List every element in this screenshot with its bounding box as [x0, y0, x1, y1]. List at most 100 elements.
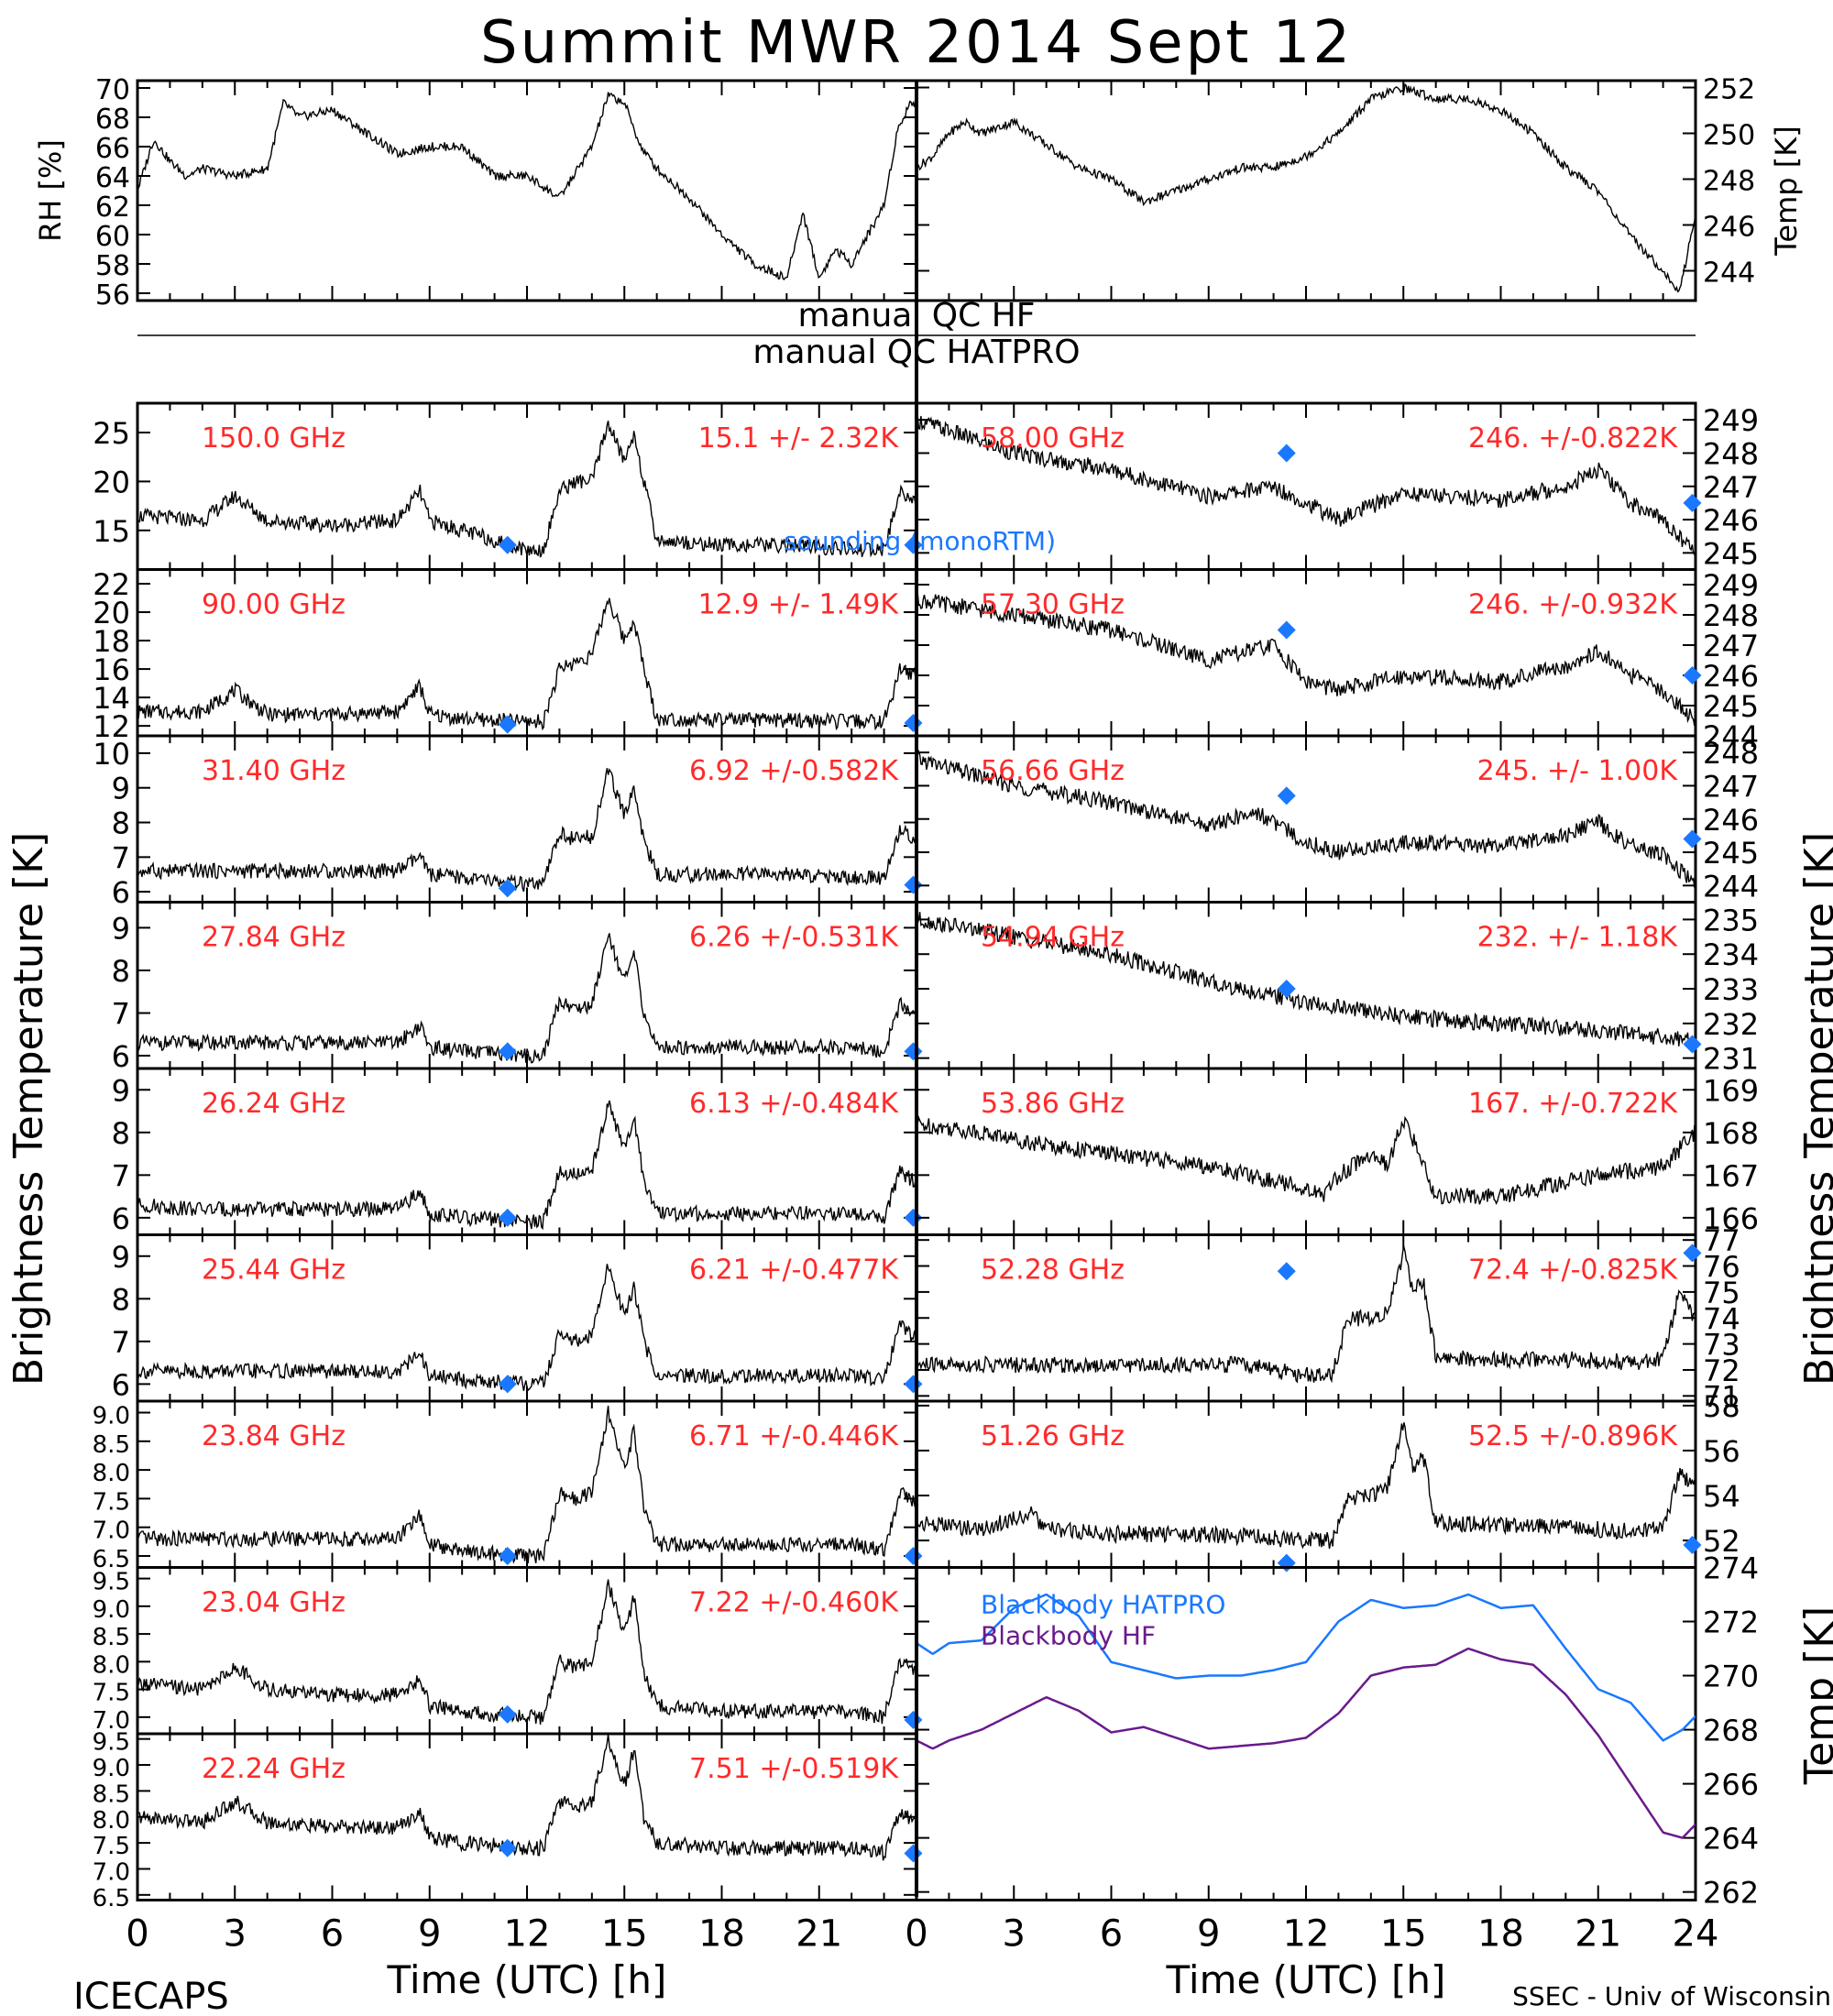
y-tick-label: 246: [1703, 659, 1759, 694]
footer-left: ICECAPS: [73, 1976, 229, 2016]
y-tick-label: 12: [93, 709, 130, 744]
sounding-marker: [498, 1375, 517, 1394]
channel-stats: 6.26 +/-0.531K: [689, 922, 899, 954]
sounding-marker: [904, 1844, 923, 1863]
sounding-marker: [498, 879, 517, 898]
y-tick-label: 18: [93, 624, 130, 659]
sounding-marker: [498, 1208, 517, 1227]
x-tick-label: 0: [126, 1913, 148, 1956]
y-tick-label: 6: [112, 1367, 130, 1402]
channel-stats: 72.4 +/-0.825K: [1468, 1255, 1678, 1287]
y-tick-label: 252: [1703, 74, 1755, 106]
x-tick-label: 21: [1575, 1913, 1621, 1956]
channel-label: 52.28 GHz: [981, 1255, 1125, 1287]
y-tick-label: 9.5: [93, 1569, 130, 1596]
right-axis-title: Brightness Temperature [K]: [1796, 832, 1833, 1386]
y-tick-label: 249: [1703, 568, 1759, 603]
x-tick-label: 6: [321, 1913, 344, 1956]
x-tick-label: 9: [1197, 1913, 1220, 1956]
y-tick-label: 244: [1703, 257, 1755, 290]
x-tick-label: 15: [601, 1913, 648, 1956]
x-tick-label: 15: [1380, 1913, 1427, 1956]
y-tick-label: 246: [1703, 503, 1759, 538]
y-tick-label: 64: [95, 162, 130, 194]
channel-stats: 15.1 +/- 2.32K: [698, 422, 900, 455]
xlabel-right: Time (UTC) [h]: [1166, 1957, 1446, 2002]
y-tick-label: 25: [93, 416, 130, 451]
y-tick-label: 7.5: [93, 1488, 130, 1516]
data-trace: [137, 597, 916, 731]
sounding-marker: [498, 1546, 517, 1565]
channel-stats: 246. +/-0.822K: [1468, 422, 1678, 455]
y-tick-label: 168: [1703, 1116, 1759, 1151]
data-trace: [916, 1114, 1696, 1206]
y-tick-label: 58: [95, 250, 130, 282]
temp-axis-title: Temp [K]: [1769, 126, 1804, 256]
y-tick-label: 58: [1703, 1389, 1740, 1424]
y-tick-label: 6: [112, 875, 130, 910]
y-tick-label: 7.5: [93, 1833, 130, 1860]
y-tick-label: 7: [112, 1325, 130, 1360]
panel-ch_51_26: 52 54 56 58 51.26 GHz 52.5 +/-0.896K: [915, 1389, 1740, 1572]
y-tick-label: 248: [1703, 436, 1759, 471]
sounding-marker: [904, 1546, 923, 1565]
y-tick-label: 6: [112, 1201, 130, 1236]
channel-stats: 246. +/-0.932K: [1468, 589, 1678, 621]
y-tick-label: 270: [1703, 1660, 1759, 1694]
channel-label: 54.94 GHz: [981, 922, 1125, 954]
y-tick-label: 233: [1703, 972, 1759, 1007]
channel-label: 53.86 GHz: [981, 1088, 1125, 1120]
sounding-marker: [904, 714, 923, 733]
rh-axis-title: RH [%]: [33, 139, 68, 242]
y-tick-label: 7.0: [93, 1707, 130, 1735]
y-tick-label: 15: [93, 514, 130, 549]
channel-label: 25.44 GHz: [202, 1255, 346, 1287]
y-tick-label: 20: [93, 465, 130, 499]
y-tick-label: 231: [1703, 1042, 1759, 1077]
channel-stats: 6.92 +/-0.582K: [689, 755, 899, 787]
xlabel-left: Time (UTC) [h]: [387, 1957, 667, 2002]
x-tick-label: 6: [1100, 1913, 1123, 1956]
channel-label: 57.30 GHz: [981, 589, 1125, 621]
y-tick-label: 10: [93, 737, 130, 772]
y-tick-label: 7: [112, 840, 130, 875]
sounding-marker: [1277, 1553, 1296, 1572]
sounding-legend: sounding (monoRTM): [784, 526, 1056, 556]
y-tick-label: 274: [1703, 1551, 1759, 1586]
data-trace: [137, 421, 916, 558]
panel-ch_23_04: 7.07.58.08.59.09.5 23.04 GHz 7.22 +/-0.460…: [93, 1566, 923, 1736]
y-tick-label: 16: [93, 652, 130, 687]
sounding-marker: [1277, 1262, 1296, 1281]
sounding-marker: [498, 715, 517, 734]
data-trace: [916, 82, 1696, 293]
data-trace: [916, 911, 1696, 1049]
y-tick-label: 8: [112, 806, 130, 841]
y-tick-label: 247: [1703, 629, 1759, 663]
data-trace: [916, 411, 1696, 557]
y-tick-label: 9: [112, 1073, 130, 1108]
y-tick-label: 60: [95, 221, 130, 253]
y-tick-label: 22: [93, 567, 130, 602]
x-tick-label: 21: [796, 1913, 842, 1956]
y-tick-label: 70: [95, 74, 130, 106]
y-tick-label: 235: [1703, 903, 1759, 937]
y-tick-label: 245: [1703, 536, 1759, 571]
sounding-marker: [1277, 620, 1296, 640]
y-tick-label: 250: [1703, 120, 1755, 152]
panel-ch_150_00: 15 20 25 150.0 GHz 15.1 +/- 2.32K: [93, 401, 923, 571]
y-tick-label: 248: [1703, 598, 1759, 633]
channel-stats: 232. +/- 1.18K: [1477, 922, 1679, 954]
y-tick-label: 244: [1703, 869, 1759, 904]
x-tick-label: 3: [224, 1913, 247, 1956]
y-tick-label: 9: [112, 911, 130, 946]
sounding-marker: [1277, 980, 1296, 999]
y-tick-label: 77: [1703, 1223, 1740, 1258]
y-tick-label: 54: [1703, 1479, 1740, 1514]
y-tick-label: 248: [1703, 736, 1759, 771]
y-tick-label: 245: [1703, 836, 1759, 871]
